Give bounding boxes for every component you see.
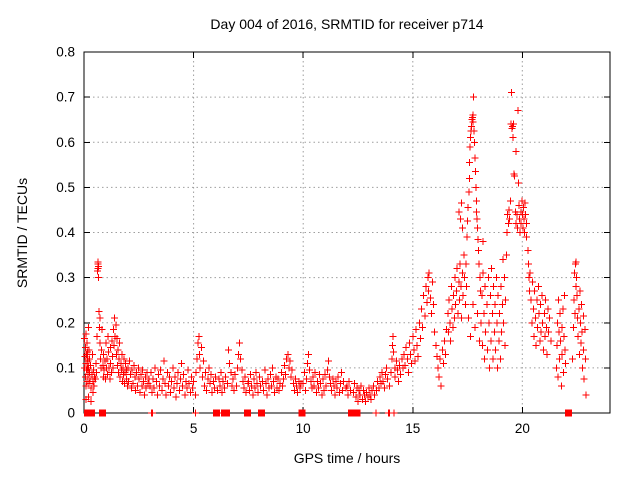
zero-cluster-marker <box>99 409 107 417</box>
zero-cluster-marker <box>223 409 230 417</box>
x-axis-label: GPS time / hours <box>293 450 401 466</box>
zero-cluster-marker <box>258 409 265 417</box>
zero-cluster-marker <box>243 409 251 417</box>
plot-border <box>83 51 611 414</box>
data-points <box>80 89 590 417</box>
zero-cluster-marker <box>347 409 355 417</box>
y-tick-label: 0.5 <box>56 180 75 195</box>
zero-cluster-marker <box>298 409 306 417</box>
y-tick-label: 0 <box>67 406 75 421</box>
y-tick-label: 0.1 <box>56 360 75 375</box>
x-tick-label: 5 <box>190 421 198 436</box>
y-tick-label: 0.8 <box>56 45 75 60</box>
x-tick-label: 20 <box>515 421 530 436</box>
x-tick-label: 10 <box>296 421 311 436</box>
y-tick-label: 0.7 <box>56 90 75 105</box>
x-tick-label: 0 <box>80 421 88 436</box>
zero-cluster-marker <box>88 409 96 417</box>
y-tick-label: 0.2 <box>56 315 75 330</box>
zero-cluster-marker <box>83 409 91 417</box>
y-tick-label: 0.3 <box>56 270 75 285</box>
y-tick-label: 0.6 <box>56 135 75 150</box>
zero-cluster-marker <box>353 409 361 417</box>
x-tick-label: 15 <box>405 421 420 436</box>
zero-cluster-marker <box>213 409 221 417</box>
chart-title: Day 004 of 2016, SRMTID for receiver p71… <box>210 16 484 32</box>
y-tick-label: 0.4 <box>56 225 75 240</box>
zero-cluster-marker <box>564 409 572 417</box>
